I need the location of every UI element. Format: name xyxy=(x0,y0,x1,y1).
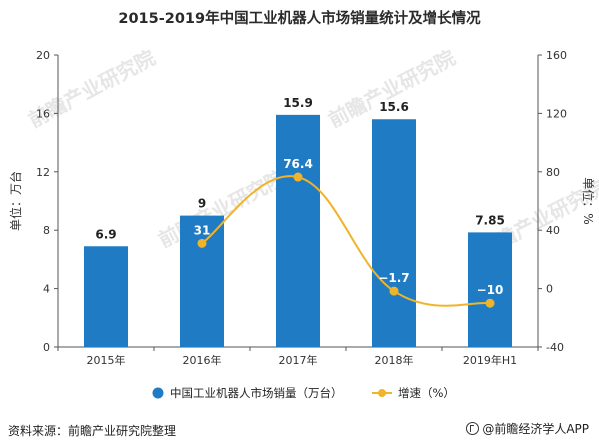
data-labels: 6.9 9 15.9 15.6 7.85 31 76.4 −1.7 −10 xyxy=(95,96,504,297)
bars xyxy=(84,114,512,348)
y-right-tick-label: 120 xyxy=(546,107,567,120)
bar xyxy=(372,119,416,348)
x-tick-label: 2016年 xyxy=(183,353,222,367)
y-left-tick-label: 0 xyxy=(43,341,50,354)
legend: 中国工业机器人市场销量（万台） 增速（%） xyxy=(152,386,455,400)
bar xyxy=(276,114,320,347)
x-tick-label: 2017年 xyxy=(279,353,318,367)
axes: 0 4 8 12 16 20 -40 0 40 80 120 160 2015年 2016年 2017年 20… xyxy=(8,49,596,367)
bar xyxy=(180,215,224,347)
x-tick-label: 2015年 xyxy=(87,353,126,367)
growth-point xyxy=(197,238,207,248)
legend-bar-label: 中国工业机器人市场销量（万台） xyxy=(170,386,343,400)
y-right-tick-label: -40 xyxy=(546,341,564,354)
x-tick-label: 2019年H1 xyxy=(463,353,517,367)
footer-brand-text: @前瞻经济学人APP xyxy=(482,422,589,436)
growth-point xyxy=(293,172,303,182)
legend-line-marker xyxy=(378,389,386,397)
legend-line-label: 增速（%） xyxy=(398,386,455,400)
growth-point xyxy=(485,298,495,308)
y-right-tick-label: 0 xyxy=(546,283,553,296)
y-axis-left-title: 单位：万台 xyxy=(8,171,23,231)
growth-point xyxy=(389,286,399,296)
y-right-tick-label: 80 xyxy=(546,166,560,179)
y-left-tick-label: 16 xyxy=(36,107,50,120)
bar-value-label: 15.6 xyxy=(379,100,409,114)
y-left-tick-label: 12 xyxy=(36,166,50,179)
x-tick-label: 2018年 xyxy=(375,353,414,367)
growth-value-label: −10 xyxy=(477,283,504,297)
y-axis-right-title: 单位：% xyxy=(581,177,596,224)
growth-line-path xyxy=(201,175,491,307)
y-left-tick-label: 20 xyxy=(36,49,50,62)
bar xyxy=(84,246,128,347)
brand-logo-icon xyxy=(466,422,480,435)
y-left-tick-label: 4 xyxy=(43,283,50,296)
growth-value-label: 31 xyxy=(194,223,211,237)
growth-line xyxy=(197,172,495,308)
y-right-tick-label: 40 xyxy=(546,224,560,237)
bar-value-label: 7.85 xyxy=(475,213,505,227)
y-right-tick-label: 160 xyxy=(546,49,567,62)
legend-bar-marker xyxy=(152,387,164,399)
bar-value-label: 15.9 xyxy=(283,96,313,110)
bar-value-label: 6.9 xyxy=(95,227,116,241)
footer-brand: @前瞻经济学人APP xyxy=(466,420,589,437)
growth-value-label: 76.4 xyxy=(283,157,313,171)
bar-value-label: 9 xyxy=(198,197,206,211)
growth-value-label: −1.7 xyxy=(378,271,409,285)
chart-title: 2015-2019年中国工业机器人市场销量统计及增长情况 xyxy=(118,11,481,27)
source-note: 资料来源：前瞻产业研究院整理 xyxy=(8,424,177,438)
y-left-tick-label: 8 xyxy=(43,224,50,237)
bar xyxy=(468,232,512,347)
